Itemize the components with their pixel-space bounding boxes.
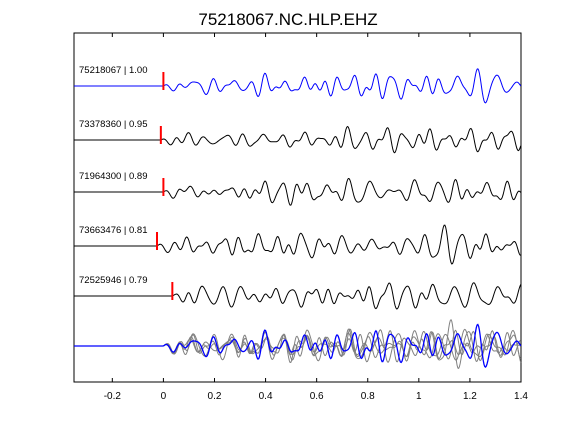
x-tick-label: 0.6 <box>310 391 324 402</box>
trace-label: 72525946 | 0.79 <box>79 275 148 286</box>
trace-label: 75218067 | 1.00 <box>79 65 148 76</box>
x-tick-label: 0 <box>161 391 167 402</box>
x-tick-label: 1.2 <box>463 391 477 402</box>
x-tick-label: 0.4 <box>259 391 273 402</box>
x-tick-label: 0.8 <box>361 391 375 402</box>
plot-frame <box>73 32 522 383</box>
trace-label: 73663476 | 0.81 <box>79 225 148 236</box>
x-tick-label: 0.2 <box>208 391 222 402</box>
overlay-reference-trace <box>74 323 522 368</box>
x-tick-label: 1 <box>416 391 422 402</box>
trace-label: 71964300 | 0.89 <box>79 171 148 182</box>
waveform-trace <box>74 178 522 206</box>
trace-group: 75218067 | 1.00 73378360 | 0.95 71964300 |… <box>74 65 522 369</box>
waveform-trace <box>74 282 522 310</box>
waveform-trace <box>74 68 522 104</box>
chart-title: 75218067.NC.HLP.EHZ <box>198 10 377 29</box>
x-tick-label: -0.2 <box>104 391 122 402</box>
waveform-trace <box>74 125 522 154</box>
waveform-trace <box>74 224 521 265</box>
x-axis: -0.2 0 0.2 0.4 0.6 0.8 1 1.2 1.4 <box>104 33 528 402</box>
trace-label: 73378360 | 0.95 <box>79 119 148 130</box>
x-tick-label: 1.4 <box>514 391 528 402</box>
